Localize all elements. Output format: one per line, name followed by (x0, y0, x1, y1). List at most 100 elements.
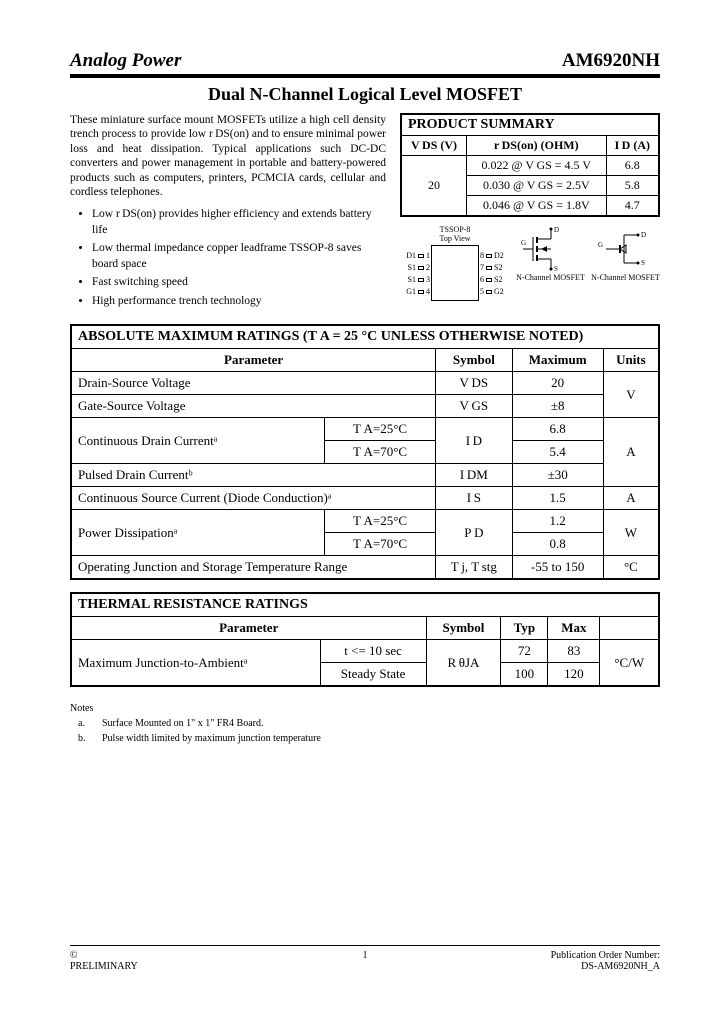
th-max: 120 (548, 663, 600, 687)
amr-max: ±8 (512, 395, 603, 418)
amr-cond: T A=70°C (324, 441, 435, 464)
amr-param: Continuous Drain Currentᵃ (71, 418, 324, 464)
pin-label: D2 (494, 251, 504, 260)
cell-vds: 20 (401, 156, 466, 217)
mosfet-symbol-a: D G S N-Channel MOSFET (516, 225, 585, 301)
th-col-symbol: Symbol (426, 617, 501, 640)
cell-rds: 0.030 @ V GS = 2.5V (466, 176, 606, 196)
abs-max-ratings-table: ABSOLUTE MAXIMUM RATINGS (T A = 25 °C UN… (70, 324, 660, 580)
note-text: Surface Mounted on 1" x 1" FR4 Board. (102, 718, 263, 729)
page-number: 1 (363, 950, 368, 961)
pin-num: 5 (480, 287, 484, 296)
amr-max: 20 (512, 372, 603, 395)
pin-num: 7 (480, 263, 484, 272)
intro-block: These miniature surface mount MOSFETs ut… (70, 113, 386, 312)
col-rds: r DS(on) (OHM) (466, 136, 606, 156)
cell-id: 4.7 (606, 196, 659, 217)
amr-max: ±30 (512, 464, 603, 487)
feature-item: Fast switching speed (92, 275, 386, 291)
col-vds: V DS (V) (401, 136, 466, 156)
svg-text:D: D (641, 231, 646, 239)
pin-num: 4 (426, 287, 430, 296)
th-unit: °C/W (600, 640, 659, 687)
amr-heading: ABSOLUTE MAXIMUM RATINGS (T A = 25 °C UN… (71, 325, 659, 349)
pin-num: 3 (426, 275, 430, 284)
amr-cond: T A=25°C (324, 510, 435, 533)
amr-param: Power Dissipationᵃ (71, 510, 324, 556)
symbol-caption: N-Channel MOSFET (516, 273, 585, 282)
th-typ: 100 (501, 663, 548, 687)
amr-unit: A (603, 487, 659, 510)
feature-item: Low r DS(on) provides higher efficiency … (92, 207, 386, 238)
notes-block: Notes a.Surface Mounted on 1" x 1" FR4 B… (70, 701, 660, 746)
feature-item: Low thermal impedance copper leadframe T… (92, 241, 386, 272)
amr-unit: °C (603, 556, 659, 580)
pub-number: DS-AM6920NH_A (551, 961, 660, 972)
amr-col-max: Maximum (512, 349, 603, 372)
package-label: TSSOP-8 Top View (400, 225, 510, 243)
thermal-ratings-table: THERMAL RESISTANCE RATINGS Parameter Sym… (70, 592, 660, 687)
th-col-typ: Typ (501, 617, 548, 640)
intro-text: These miniature surface mount MOSFETs ut… (70, 113, 386, 199)
th-col-max: Max (548, 617, 600, 640)
doc-title: Dual N-Channel Logical Level MOSFET (70, 84, 660, 105)
cell-id: 6.8 (606, 156, 659, 176)
note-key: b. (78, 731, 102, 746)
cell-id: 5.8 (606, 176, 659, 196)
amr-cond: T A=70°C (324, 533, 435, 556)
pin-label: D1 (406, 251, 416, 260)
col-id: I D (A) (606, 136, 659, 156)
product-summary-table: PRODUCT SUMMARY V DS (V) r DS(on) (OHM) … (400, 113, 660, 217)
th-max: 83 (548, 640, 600, 663)
amr-max: 1.5 (512, 487, 603, 510)
svg-text:G: G (521, 239, 526, 247)
doc-header: Analog Power AM6920NH (70, 50, 660, 78)
amr-max: 1.2 (512, 510, 603, 533)
amr-col-param: Parameter (71, 349, 436, 372)
amr-col-symbol: Symbol (436, 349, 512, 372)
pub-label: Publication Order Number: (551, 950, 660, 961)
amr-sym: I D (436, 418, 512, 464)
doc-footer: © PRELIMINARY 1 Publication Order Number… (70, 945, 660, 972)
th-param: Maximum Junction-to-Ambientᵃ (71, 640, 320, 687)
amr-cond: T A=25°C (324, 418, 435, 441)
amr-max: -55 to 150 (512, 556, 603, 580)
note-key: a. (78, 716, 102, 731)
cell-rds: 0.046 @ V GS = 1.8V (466, 196, 606, 217)
amr-sym: P D (436, 510, 512, 556)
amr-max: 6.8 (512, 418, 603, 441)
amr-param: Continuous Source Current (Diode Conduct… (71, 487, 436, 510)
svg-text:S: S (554, 265, 558, 273)
amr-param: Gate-Source Voltage (71, 395, 436, 418)
th-cond: t <= 10 sec (320, 640, 426, 663)
notes-heading: Notes (70, 701, 660, 716)
amr-unit: V (603, 372, 659, 418)
th-typ: 72 (501, 640, 548, 663)
amr-param: Operating Junction and Storage Temperatu… (71, 556, 436, 580)
pin-label: S2 (494, 275, 502, 284)
amr-sym: I S (436, 487, 512, 510)
svg-text:D: D (554, 226, 559, 234)
feature-list: Low r DS(on) provides higher efficiency … (70, 207, 386, 309)
thermal-heading: THERMAL RESISTANCE RATINGS (71, 593, 659, 617)
cell-rds: 0.022 @ V GS = 4.5 V (466, 156, 606, 176)
pin-num: 6 (480, 275, 484, 284)
mosfet-symbol-b: D G S N-Channel MOSFET (591, 225, 660, 301)
pin-num: 1 (426, 251, 430, 260)
brand-name: Analog Power (70, 50, 181, 72)
th-sym: R θJA (426, 640, 501, 687)
footer-status: PRELIMINARY (70, 961, 138, 972)
summary-heading: PRODUCT SUMMARY (401, 114, 659, 136)
amr-max: 5.4 (512, 441, 603, 464)
symbol-caption: N-Channel MOSFET (591, 273, 660, 282)
copyright-icon: © (70, 950, 138, 961)
amr-col-units: Units (603, 349, 659, 372)
svg-text:G: G (598, 241, 603, 249)
amr-sym: V GS (436, 395, 512, 418)
pin-label: S1 (408, 275, 416, 284)
package-diagram: TSSOP-8 Top View D1 1 S1 2 S1 3 G1 4 8 D… (400, 225, 510, 301)
amr-sym: T j, T stg (436, 556, 512, 580)
amr-param: Drain-Source Voltage (71, 372, 436, 395)
feature-item: High performance trench technology (92, 294, 386, 310)
pin-num: 8 (480, 251, 484, 260)
